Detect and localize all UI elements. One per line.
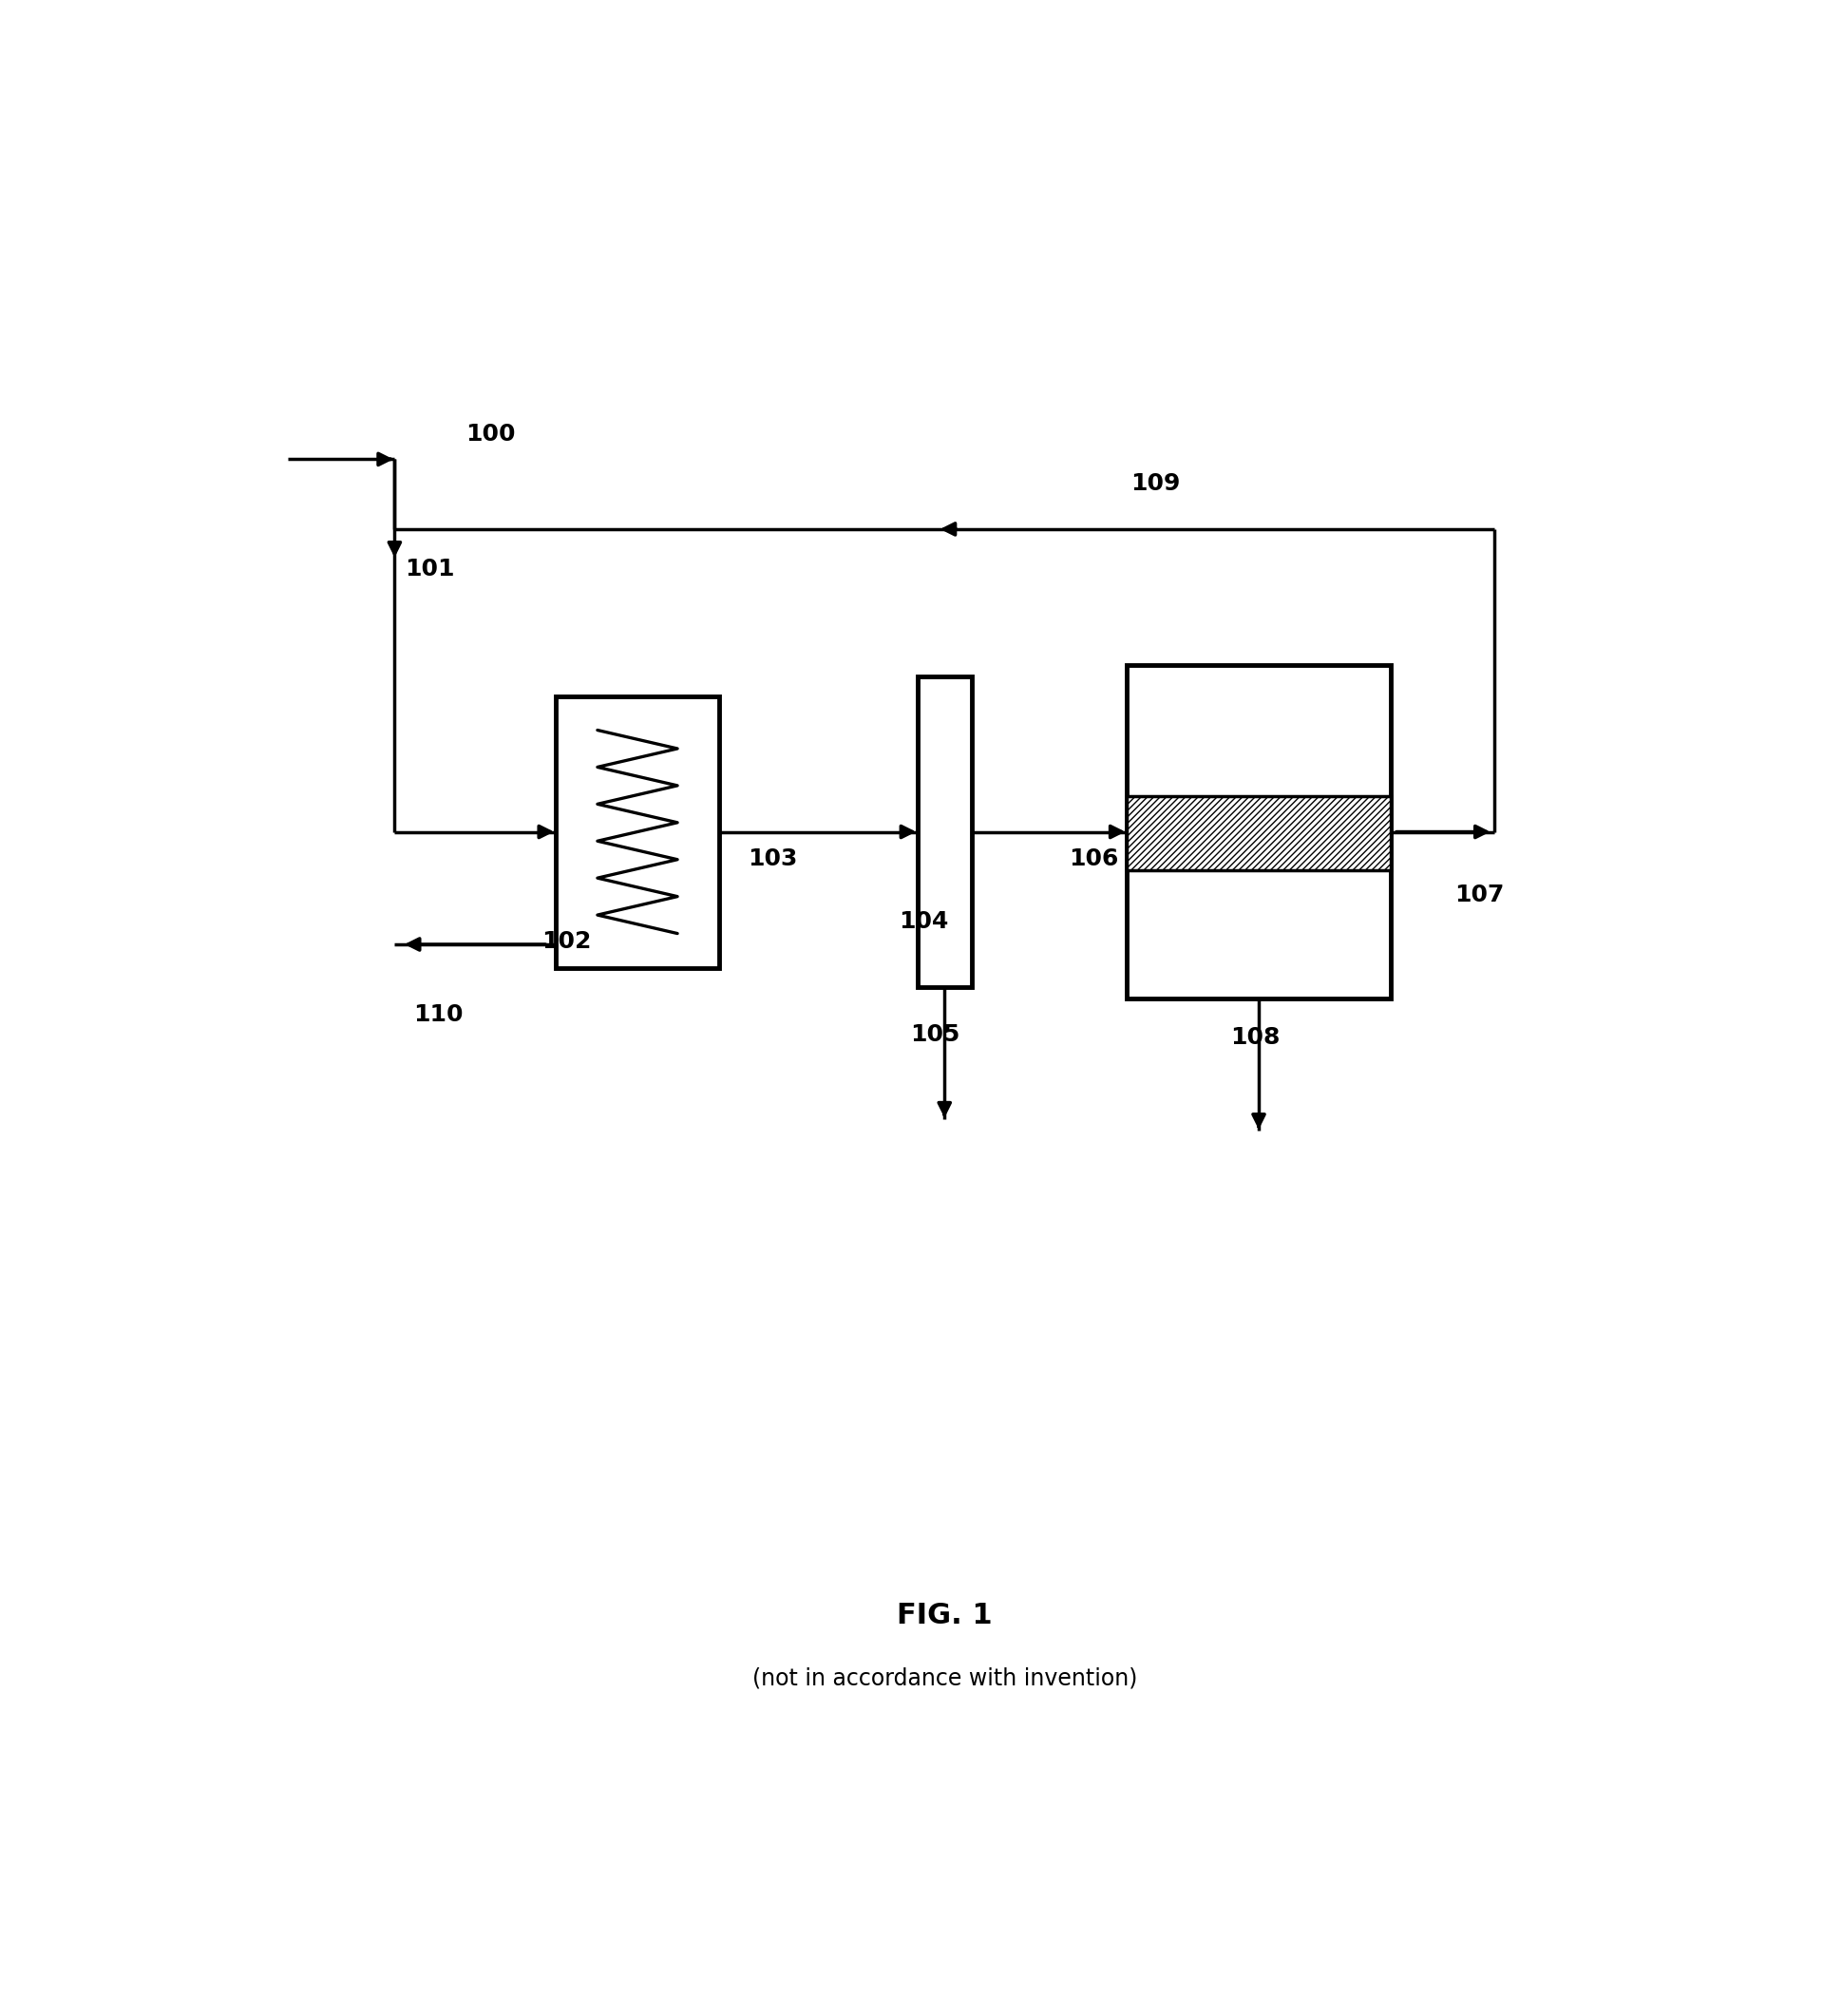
Text: 101: 101 — [405, 558, 455, 581]
Text: 105: 105 — [910, 1024, 960, 1046]
Bar — [1125, 796, 1391, 871]
Bar — [917, 677, 971, 988]
Text: 104: 104 — [899, 909, 949, 933]
Text: 106: 106 — [1068, 849, 1118, 871]
Text: 100: 100 — [466, 423, 516, 446]
Bar — [1125, 665, 1391, 998]
Text: 110: 110 — [413, 1004, 462, 1026]
Text: 107: 107 — [1453, 883, 1503, 907]
Bar — [554, 696, 718, 968]
Text: 103: 103 — [748, 849, 798, 871]
Text: 108: 108 — [1229, 1026, 1278, 1048]
Text: FIG. 1: FIG. 1 — [897, 1603, 991, 1629]
Text: 102: 102 — [542, 929, 591, 954]
Text: (not in accordance with invention): (not in accordance with invention) — [752, 1667, 1137, 1689]
Text: 109: 109 — [1129, 472, 1179, 496]
